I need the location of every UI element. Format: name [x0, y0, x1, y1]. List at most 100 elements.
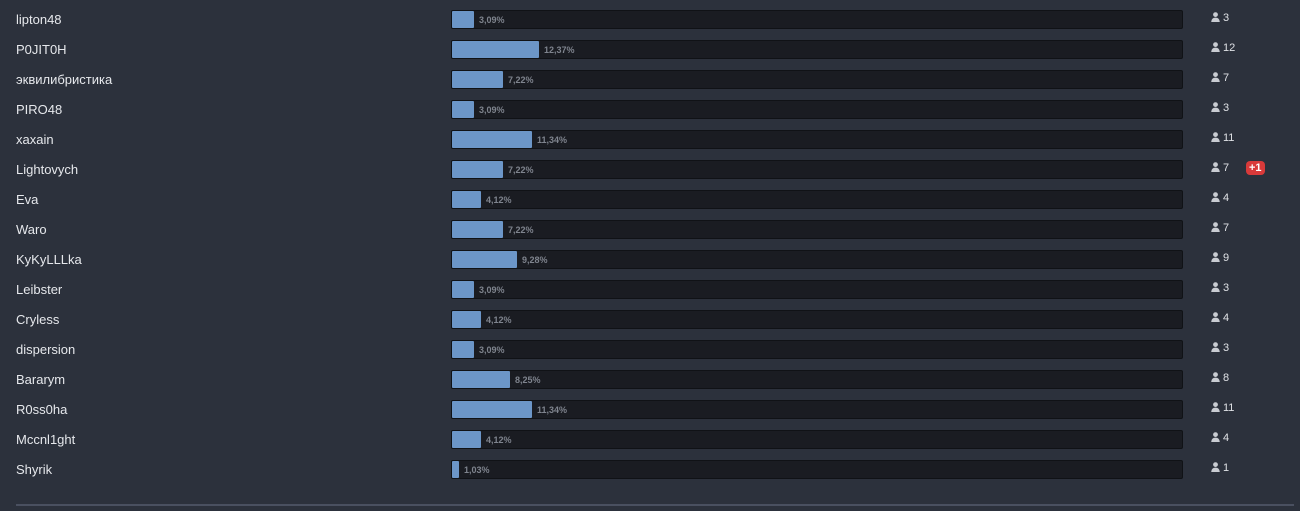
person-icon: [1211, 191, 1220, 202]
result-bar-track: 8,25%: [451, 370, 1183, 389]
option-label: PIRO48: [16, 102, 63, 117]
result-bar-fill: [452, 41, 539, 58]
result-bar-track: 4,12%: [451, 430, 1183, 449]
poll-option-row: PIRO48 3,09% 3: [0, 100, 1300, 130]
person-icon: [1211, 131, 1220, 142]
voter-count-value: 4: [1223, 432, 1230, 444]
result-bar-fill: [452, 431, 481, 448]
result-bar-fill: [452, 401, 532, 418]
person-icon: [1211, 311, 1220, 322]
poll-option-row: R0ss0ha 11,34% 11: [0, 400, 1300, 430]
voter-count[interactable]: 1: [1211, 460, 1229, 477]
poll-option-row: Cryless 4,12% 4: [0, 310, 1300, 340]
result-bar-track: 12,37%: [451, 40, 1183, 59]
result-bar-fill: [452, 11, 474, 28]
poll-option-row: Bararym 8,25% 8: [0, 370, 1300, 400]
poll-option-row: Eva 4,12% 4: [0, 190, 1300, 220]
option-label: Lightovych: [16, 162, 79, 177]
percent-label: 3,09%: [479, 345, 505, 355]
option-label: Mccnl1ght: [16, 432, 76, 447]
result-bar-fill: [452, 341, 474, 358]
voter-count-value: 9: [1223, 252, 1230, 264]
voter-count[interactable]: 3: [1211, 10, 1229, 27]
person-icon: [1211, 101, 1220, 112]
voter-count[interactable]: 11: [1211, 400, 1234, 417]
voter-count-value: 11: [1223, 132, 1235, 144]
poll-option-row: dispersion 3,09% 3: [0, 340, 1300, 370]
voter-count-value: 8: [1223, 372, 1230, 384]
result-bar-fill: [452, 71, 503, 88]
person-icon: [1211, 71, 1220, 82]
voter-count[interactable]: 4: [1211, 310, 1229, 327]
voter-count[interactable]: 9: [1211, 250, 1229, 267]
voter-count[interactable]: 12: [1211, 40, 1235, 57]
option-label: Cryless: [16, 312, 60, 327]
voter-count-value: 7: [1223, 162, 1230, 174]
person-icon: [1211, 341, 1220, 352]
percent-label: 4,12%: [486, 435, 512, 445]
percent-label: 3,09%: [479, 15, 505, 25]
option-label: R0ss0ha: [16, 402, 68, 417]
result-bar-track: 11,34%: [451, 130, 1183, 149]
percent-label: 12,37%: [544, 45, 575, 55]
voter-count[interactable]: 8: [1211, 370, 1229, 387]
poll-option-row: xaxain 11,34% 11: [0, 130, 1300, 160]
person-icon: [1211, 221, 1220, 232]
person-icon: [1211, 431, 1220, 442]
percent-label: 7,22%: [508, 165, 534, 175]
voter-count[interactable]: 3: [1211, 280, 1229, 297]
voter-count-value: 11: [1223, 402, 1235, 414]
result-bar-track: 7,22%: [451, 160, 1183, 179]
voter-count[interactable]: 4: [1211, 190, 1229, 207]
percent-label: 7,22%: [508, 75, 534, 85]
option-label: Shyrik: [16, 462, 53, 477]
poll-option-row: Waro 7,22% 7: [0, 220, 1300, 250]
result-bar-fill: [452, 311, 481, 328]
result-bar-track: 7,22%: [451, 70, 1183, 89]
option-label: Waro: [16, 222, 47, 237]
result-bar-track: 4,12%: [451, 190, 1183, 209]
result-bar-track: 1,03%: [451, 460, 1183, 479]
voter-count-value: 4: [1223, 192, 1230, 204]
percent-label: 11,34%: [537, 405, 568, 415]
voter-count[interactable]: 3: [1211, 100, 1229, 117]
voter-count[interactable]: 7: [1211, 220, 1229, 237]
result-bar-fill: [452, 131, 532, 148]
voter-count[interactable]: 7: [1211, 160, 1229, 177]
voter-count-value: 1: [1223, 462, 1230, 474]
result-bar-fill: [452, 461, 459, 478]
poll-option-row: Shyrik 1,03% 1: [0, 460, 1300, 490]
percent-label: 3,09%: [479, 285, 505, 295]
result-bar-fill: [452, 221, 503, 238]
option-label: dispersion: [16, 342, 76, 357]
option-label: P0JIT0H: [16, 42, 67, 57]
result-bar-track: 3,09%: [451, 280, 1183, 299]
option-label: эквилибристика: [16, 72, 113, 87]
person-icon: [1211, 401, 1220, 412]
percent-label: 4,12%: [486, 315, 512, 325]
voter-count[interactable]: 4: [1211, 430, 1229, 447]
percent-label: 4,12%: [486, 195, 512, 205]
option-label: Leibster: [16, 282, 63, 297]
voter-count-value: 3: [1223, 282, 1230, 294]
option-label: xaxain: [16, 132, 54, 147]
voter-count[interactable]: 11: [1211, 130, 1234, 147]
poll-option-row: lipton48 3,09% 3: [0, 10, 1300, 40]
voter-count[interactable]: 7: [1211, 70, 1229, 87]
result-bar-fill: [452, 251, 517, 268]
result-bar-fill: [452, 161, 503, 178]
voter-count-value: 4: [1223, 312, 1230, 324]
option-label: KyKyLLLka: [16, 252, 82, 267]
result-bar-fill: [452, 371, 510, 388]
voter-count[interactable]: 3: [1211, 340, 1229, 357]
result-bar-track: 7,22%: [451, 220, 1183, 239]
person-icon: [1211, 281, 1220, 292]
percent-label: 3,09%: [479, 105, 505, 115]
voter-count-value: 3: [1223, 102, 1230, 114]
person-icon: [1211, 251, 1220, 262]
result-bar-fill: [452, 191, 481, 208]
bottom-divider: [16, 504, 1294, 506]
voter-count-value: 3: [1223, 12, 1230, 24]
percent-label: 7,22%: [508, 225, 534, 235]
result-bar-track: 3,09%: [451, 340, 1183, 359]
